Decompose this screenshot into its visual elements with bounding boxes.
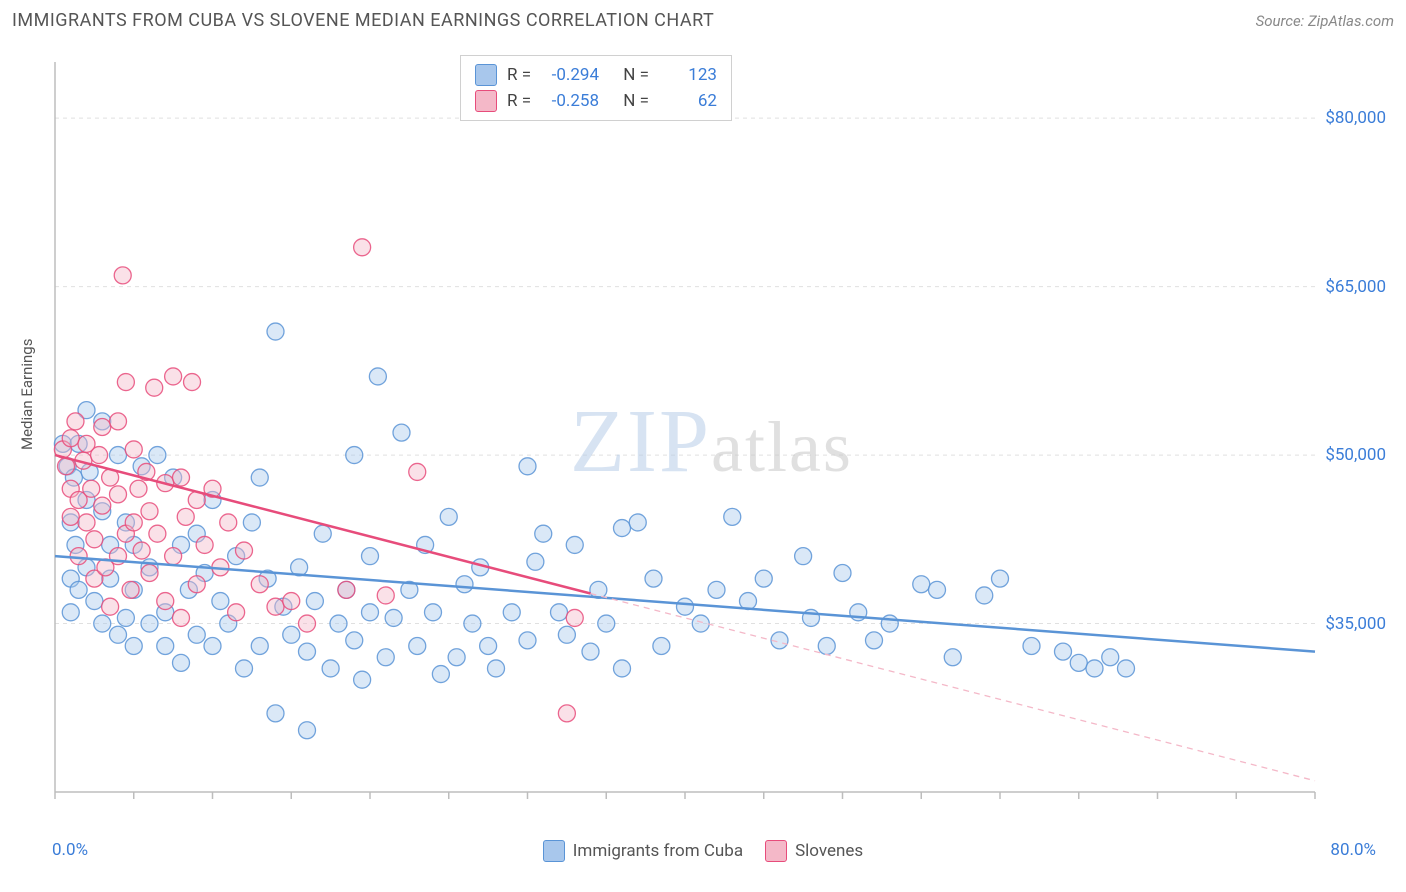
swatch-slovenes-icon (765, 840, 787, 862)
y-tick-label: $65,000 (1325, 277, 1386, 297)
correlation-legend: R = -0.294 N = 123 R = -0.258 N = 62 (460, 55, 732, 121)
bottom-legend: Immigrants from Cuba Slovenes (0, 840, 1406, 862)
swatch-slovenes (475, 90, 497, 112)
y-tick-label: $50,000 (1325, 445, 1386, 465)
swatch-cuba-icon (543, 840, 565, 862)
source-label: Source: ZipAtlas.com (1256, 12, 1394, 30)
y-axis-label: Median Earnings (18, 339, 36, 450)
chart-title: IMMIGRANTS FROM CUBA VS SLOVENE MEDIAN E… (12, 10, 714, 31)
y-tick-label: $35,000 (1325, 614, 1386, 634)
legend-row-cuba: R = -0.294 N = 123 (475, 62, 717, 88)
legend-item-cuba: Immigrants from Cuba (543, 840, 743, 862)
chart-area (50, 52, 1380, 822)
swatch-cuba (475, 64, 497, 86)
scatter-chart (50, 52, 1380, 822)
legend-item-slovenes: Slovenes (765, 840, 863, 862)
legend-row-slovenes: R = -0.258 N = 62 (475, 88, 717, 114)
y-tick-label: $80,000 (1325, 108, 1386, 128)
